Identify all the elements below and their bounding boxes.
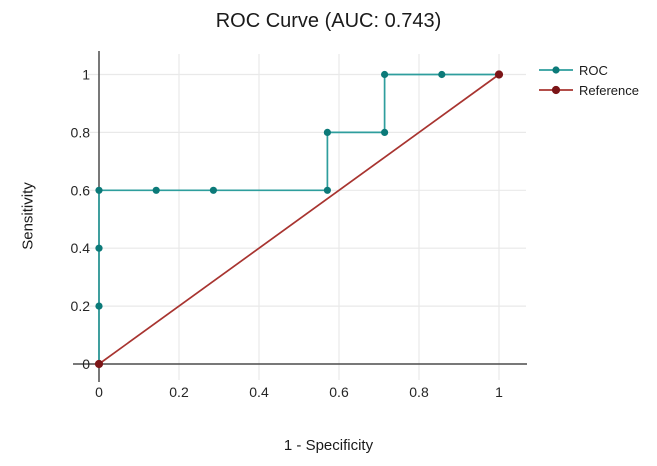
roc-marker: [95, 244, 103, 252]
roc-marker: [95, 302, 103, 310]
roc-marker: [323, 186, 331, 194]
x-axis-title: 1 - Specificity: [283, 437, 374, 454]
roc-marker: [152, 186, 160, 194]
legend-label-reference: Reference: [579, 82, 639, 98]
y-tick-label: 0.8: [71, 124, 91, 140]
roc-marker: [438, 70, 446, 79]
roc-curve: [98, 73, 499, 364]
reference-marker: [94, 359, 104, 369]
legend-item-reference[interactable]: Reference: [538, 80, 639, 100]
x-tick-label: 0.4: [249, 384, 269, 400]
legend: ROC Reference: [538, 60, 639, 100]
roc-marker: [95, 186, 103, 194]
legend-item-roc[interactable]: ROC: [538, 60, 639, 80]
y-tick-label: 0.4: [71, 240, 91, 256]
x-tick-label: 0.6: [329, 384, 349, 400]
roc-marker: [381, 70, 389, 79]
legend-label-roc: ROC: [579, 62, 608, 78]
roc-marker: [323, 128, 331, 136]
reference-marker: [494, 70, 504, 79]
roc-marker: [209, 186, 217, 194]
y-tick-label: 1: [82, 67, 90, 83]
x-tick-label: 0: [95, 384, 103, 400]
x-tick-label: 0.8: [409, 384, 429, 400]
x-tick-label: 1: [495, 384, 503, 400]
y-tick-label: 0.2: [71, 298, 91, 314]
roc-marker: [381, 128, 389, 136]
chart-title: ROC Curve (AUC: 0.743): [215, 10, 442, 32]
y-tick-label: 0.6: [71, 182, 91, 198]
x-tick-label: 0.2: [169, 384, 189, 400]
roc-legend-swatch-icon: [539, 66, 573, 74]
reference-legend-swatch-icon: [539, 85, 573, 95]
reference-curve: [98, 73, 500, 365]
y-tick-label: 0: [82, 356, 90, 372]
